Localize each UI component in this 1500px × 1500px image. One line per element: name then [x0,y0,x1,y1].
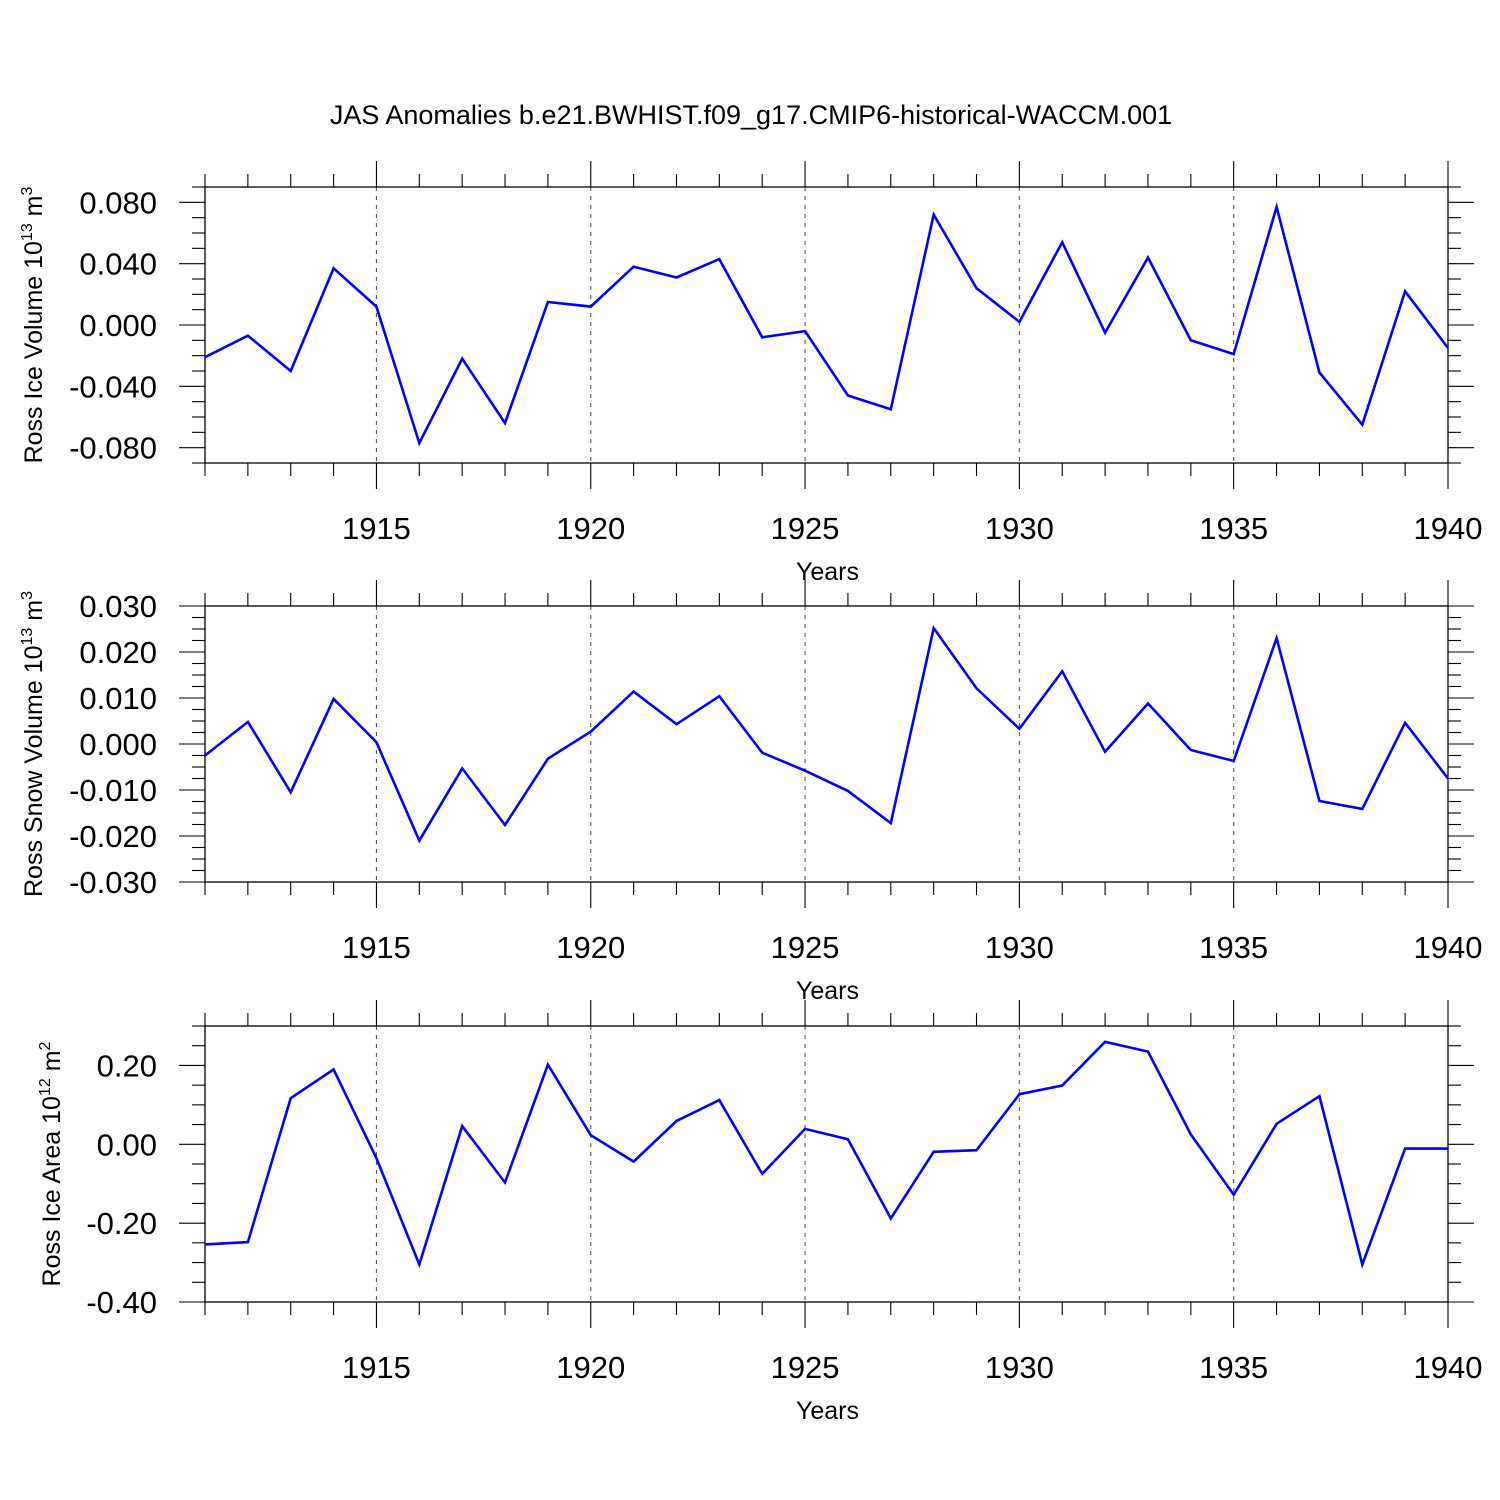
y-tick-label: -0.040 [69,369,157,404]
x-tick-label: 1935 [1199,1350,1268,1385]
y-axis-label: Ross Ice Volume 1013 m3 [19,186,48,463]
x-tick-label: 1930 [985,511,1054,546]
x-tick-label: 1925 [771,930,840,965]
panel-1: 1915 1920 1925 1930 1935 1940 Years -0.080 -0.04… [19,161,1482,586]
series-line [204,624,1450,844]
x-tick-label: 1920 [556,930,625,965]
x-tick-label: 1920 [556,1350,625,1385]
x-tick-label: 1915 [342,1350,411,1385]
x-tick-label: 1935 [1199,930,1268,965]
y-tick-label: -0.030 [69,865,157,900]
y-tick-label: 0.020 [79,635,157,670]
y-tick-label: -0.20 [86,1206,157,1241]
y-tick-label: 0.040 [79,247,157,282]
x-tick-label: 1940 [1414,930,1483,965]
x-tick-label: 1915 [342,930,411,965]
series-line [204,201,1450,447]
y-tick-label: 0.000 [79,308,157,343]
series-line [204,1040,1448,1269]
y-tick-label: 0.010 [79,681,157,716]
x-axis-label: Years [796,977,859,1005]
x-tick-label: 1925 [771,511,840,546]
x-tick-label: 1940 [1414,511,1483,546]
x-tick-label: 1940 [1414,1350,1483,1385]
y-tick-label: -0.080 [69,431,157,466]
x-tick-label: 1930 [985,1350,1054,1385]
x-axis-label: Years [796,1397,859,1425]
y-tick-label: 0.080 [79,185,157,220]
x-tick-label: 1920 [556,511,625,546]
plot-frame [204,1025,1449,1303]
y-tick-label: 0.00 [97,1127,157,1162]
x-tick-label: 1935 [1199,511,1268,546]
x-axis-label: Years [796,558,859,586]
y-tick-label: -0.40 [86,1285,157,1320]
panel-2: 1915 1920 1925 1930 1935 1940 Years -0.030 -0.02… [19,580,1482,1005]
x-tick-label: 1915 [342,511,411,546]
panel-3: 1915 1920 1925 1930 1935 1940 Years -0.40 -0.20 0… [37,1000,1482,1425]
y-axis-label: Ross Ice Area 1012 m2 [37,1041,66,1286]
y-tick-label: 0.20 [97,1048,157,1083]
y-tick-label: 0.030 [79,589,157,624]
x-tick-label: 1925 [771,1350,840,1385]
y-tick-label: 0.000 [79,727,157,762]
y-tick-label: -0.010 [69,773,157,808]
panels: 1915 1920 1925 1930 1935 1940 Years -0.080 -0.04… [19,161,1482,1425]
y-axis-label: Ross Snow Volume 1013 m3 [19,591,48,897]
x-tick-label: 1930 [985,930,1054,965]
chart-title: JAS Anomalies b.e21.BWHIST.f09_g17.CMIP6… [330,100,1172,130]
plot-frame [204,605,1449,883]
y-tick-label: -0.020 [69,819,157,854]
plot-frame [204,186,1449,464]
